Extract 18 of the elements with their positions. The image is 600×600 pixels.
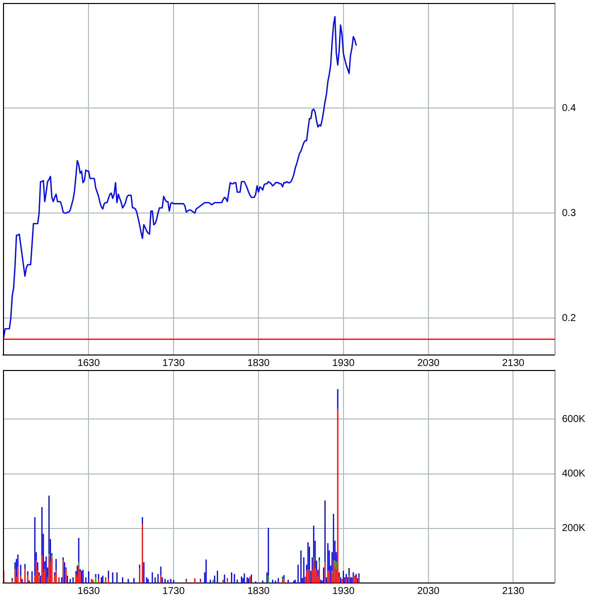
- x-tick-label: 1830: [247, 358, 270, 369]
- x-tick-label: 1830: [247, 586, 270, 597]
- x-tick-label: 1930: [332, 586, 355, 597]
- x-tick-label: 1730: [162, 586, 186, 597]
- x-tick-label: 1630: [78, 358, 100, 369]
- x-tick-label: 1730: [162, 358, 186, 369]
- x-tick-label: 2130: [502, 358, 525, 369]
- y-tick-label: 200K: [562, 523, 586, 534]
- y-tick-label: 400K: [562, 468, 586, 480]
- y-tick-label: 600K: [562, 414, 586, 425]
- x-tick-label: 1630: [78, 586, 100, 597]
- y-tick-label: 0.2: [562, 312, 576, 324]
- x-tick-label: 1930: [332, 358, 355, 369]
- x-tick-label: 2030: [417, 358, 440, 369]
- x-tick-label: 2030: [417, 586, 440, 597]
- y-tick-label: 0.3: [562, 208, 576, 219]
- y-tick-label: 0.4: [562, 102, 576, 114]
- x-tick-label: 2130: [502, 586, 525, 597]
